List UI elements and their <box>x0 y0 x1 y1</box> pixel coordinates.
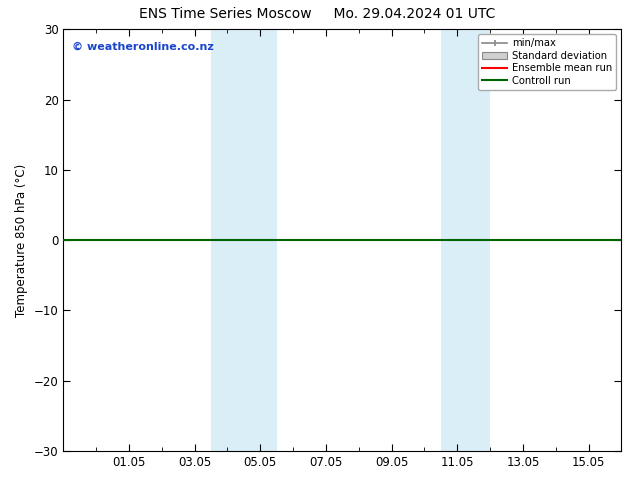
Text: ENS Time Series Moscow     Mo. 29.04.2024 01 UTC: ENS Time Series Moscow Mo. 29.04.2024 01… <box>139 7 495 22</box>
Bar <box>244 29 276 451</box>
Bar <box>441 29 457 451</box>
Legend: min/max, Standard deviation, Ensemble mean run, Controll run: min/max, Standard deviation, Ensemble me… <box>478 34 616 90</box>
Bar <box>457 29 490 451</box>
Text: © weatheronline.co.nz: © weatheronline.co.nz <box>72 42 214 52</box>
Bar <box>211 29 244 451</box>
Y-axis label: Temperature 850 hPa (°C): Temperature 850 hPa (°C) <box>15 164 29 317</box>
